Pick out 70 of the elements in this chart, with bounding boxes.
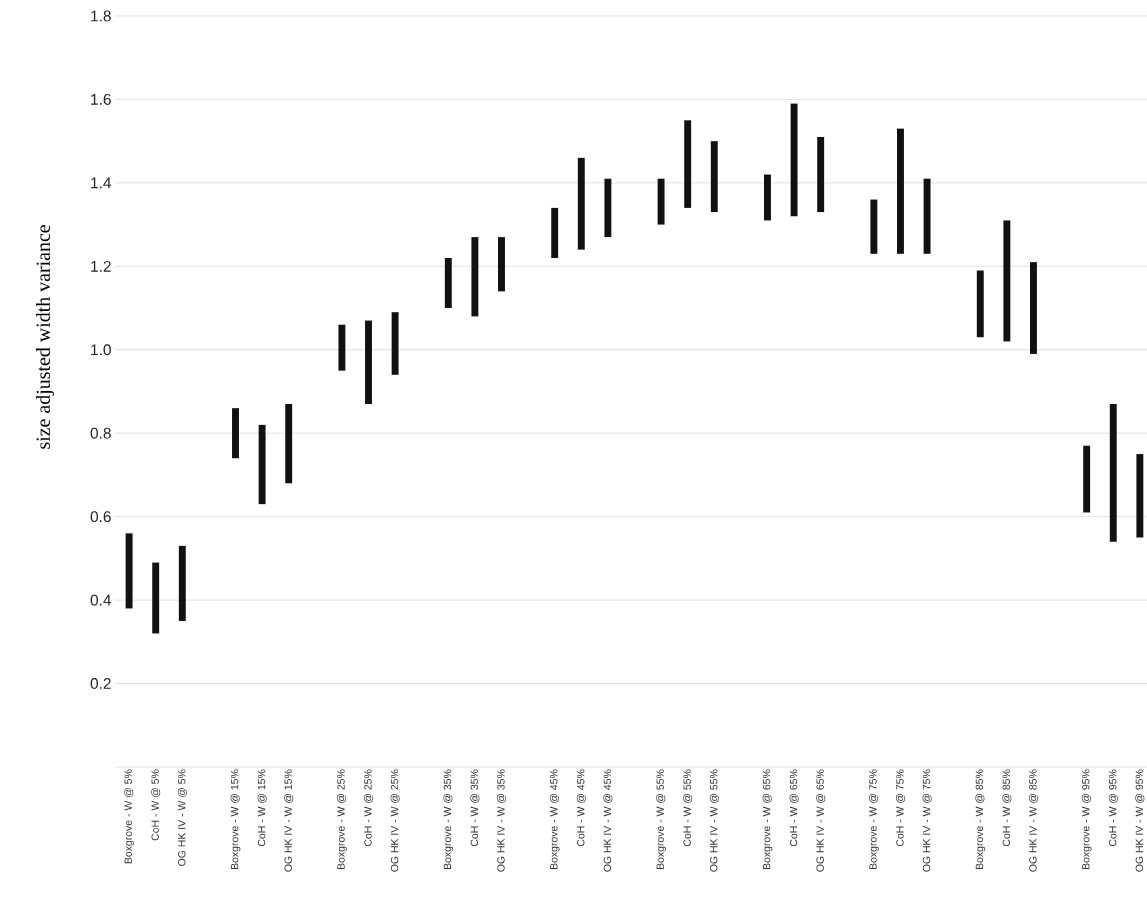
x-tick-label: Boxgrove - W @ 35% [443,769,454,870]
x-tick-label: Boxgrove - W @ 5% [124,769,134,864]
x-tick-label: OG HK IV - W @ 5% [177,769,187,866]
bar [764,174,771,221]
x-tick-label: CoH - W @ 85% [1002,769,1012,847]
x-tick-label: CoH - W @ 45% [576,769,586,847]
bar [604,178,612,238]
x-tick-label: CoH - W @ 65% [789,769,799,847]
x-tick-label: CoH - W @ 5% [151,769,161,841]
bar [1109,404,1117,542]
x-tick-label: OG HK IV - W @ 85% [1028,769,1038,872]
x-tick-label: CoH - W @ 15% [257,769,267,847]
bar [657,178,665,225]
bar [577,157,585,250]
x-tick-label: Boxgrove - W @ 45% [549,769,560,870]
bar [338,324,346,371]
x-tick-label: CoH - W @ 35% [470,769,480,847]
bar [178,545,186,621]
y-tick-label: 0.6 [90,511,111,523]
bar [897,128,904,254]
bar [1030,262,1037,354]
y-tick-label: 1.2 [91,260,111,272]
x-tick-label: CoH - W @ 95% [1108,769,1118,847]
bar [471,237,479,317]
bar [923,178,931,254]
bar [444,257,452,309]
x-tick-label: Boxgrove - W @ 95% [1081,769,1092,870]
bar [817,136,825,213]
bar [391,312,399,375]
bar [285,404,293,484]
bar [125,533,133,609]
bar [790,103,798,217]
x-tick-label: CoH - W @ 75% [895,769,905,847]
y-tick-label: 1.0 [91,344,111,356]
x-tick-label: CoH - W @ 25% [363,769,373,847]
bar [232,408,239,459]
bar [258,424,266,505]
x-tick-label: Boxgrove - W @ 85% [975,769,986,870]
x-tick-label: OG HK IV - W @ 65% [816,769,826,872]
y-tick-label: 0.4 [90,594,112,606]
x-tick-label: OG HK IV - W @ 45% [603,769,613,872]
x-tick-label: Boxgrove - W @ 15% [230,769,241,870]
bar [976,270,984,338]
bar [1136,454,1144,538]
x-tick-label: Boxgrove - W @ 55% [656,769,666,870]
y-axis-title: size adjusted width variance [35,225,55,449]
y-tick-label: 0.2 [90,678,111,690]
bar [365,320,372,404]
y-tick-label: 0.8 [90,427,111,439]
x-tick-label: CoH - W @ 55% [683,769,693,847]
x-tick-label: OG HK IV - W @ 55% [709,769,719,872]
bar [1003,220,1011,342]
bar [1083,445,1091,513]
x-tick-label: OG HK IV - W @ 95% [1135,769,1145,872]
x-tick-label: OG HK IV - W @ 15% [284,769,294,872]
bar [152,562,160,634]
x-tick-label: Boxgrove - W @ 25% [337,769,347,870]
bar [684,120,692,208]
y-tick-label: 1.8 [91,10,111,22]
x-tick-label: OG HK IV - W @ 35% [496,769,506,872]
y-tick-label: 1.6 [91,93,111,105]
x-tick-label: Boxgrove - W @ 75% [869,769,879,870]
bar [710,141,718,213]
bar [551,207,559,258]
x-tick-label: OG HK IV - W @ 75% [922,769,932,872]
x-tick-label: OG HK IV - W @ 25% [390,769,400,872]
bar [498,237,505,292]
x-tick-label: Boxgrove - W @ 65% [762,769,773,870]
y-tick-label: 1.4 [91,177,112,189]
bar [870,199,878,254]
